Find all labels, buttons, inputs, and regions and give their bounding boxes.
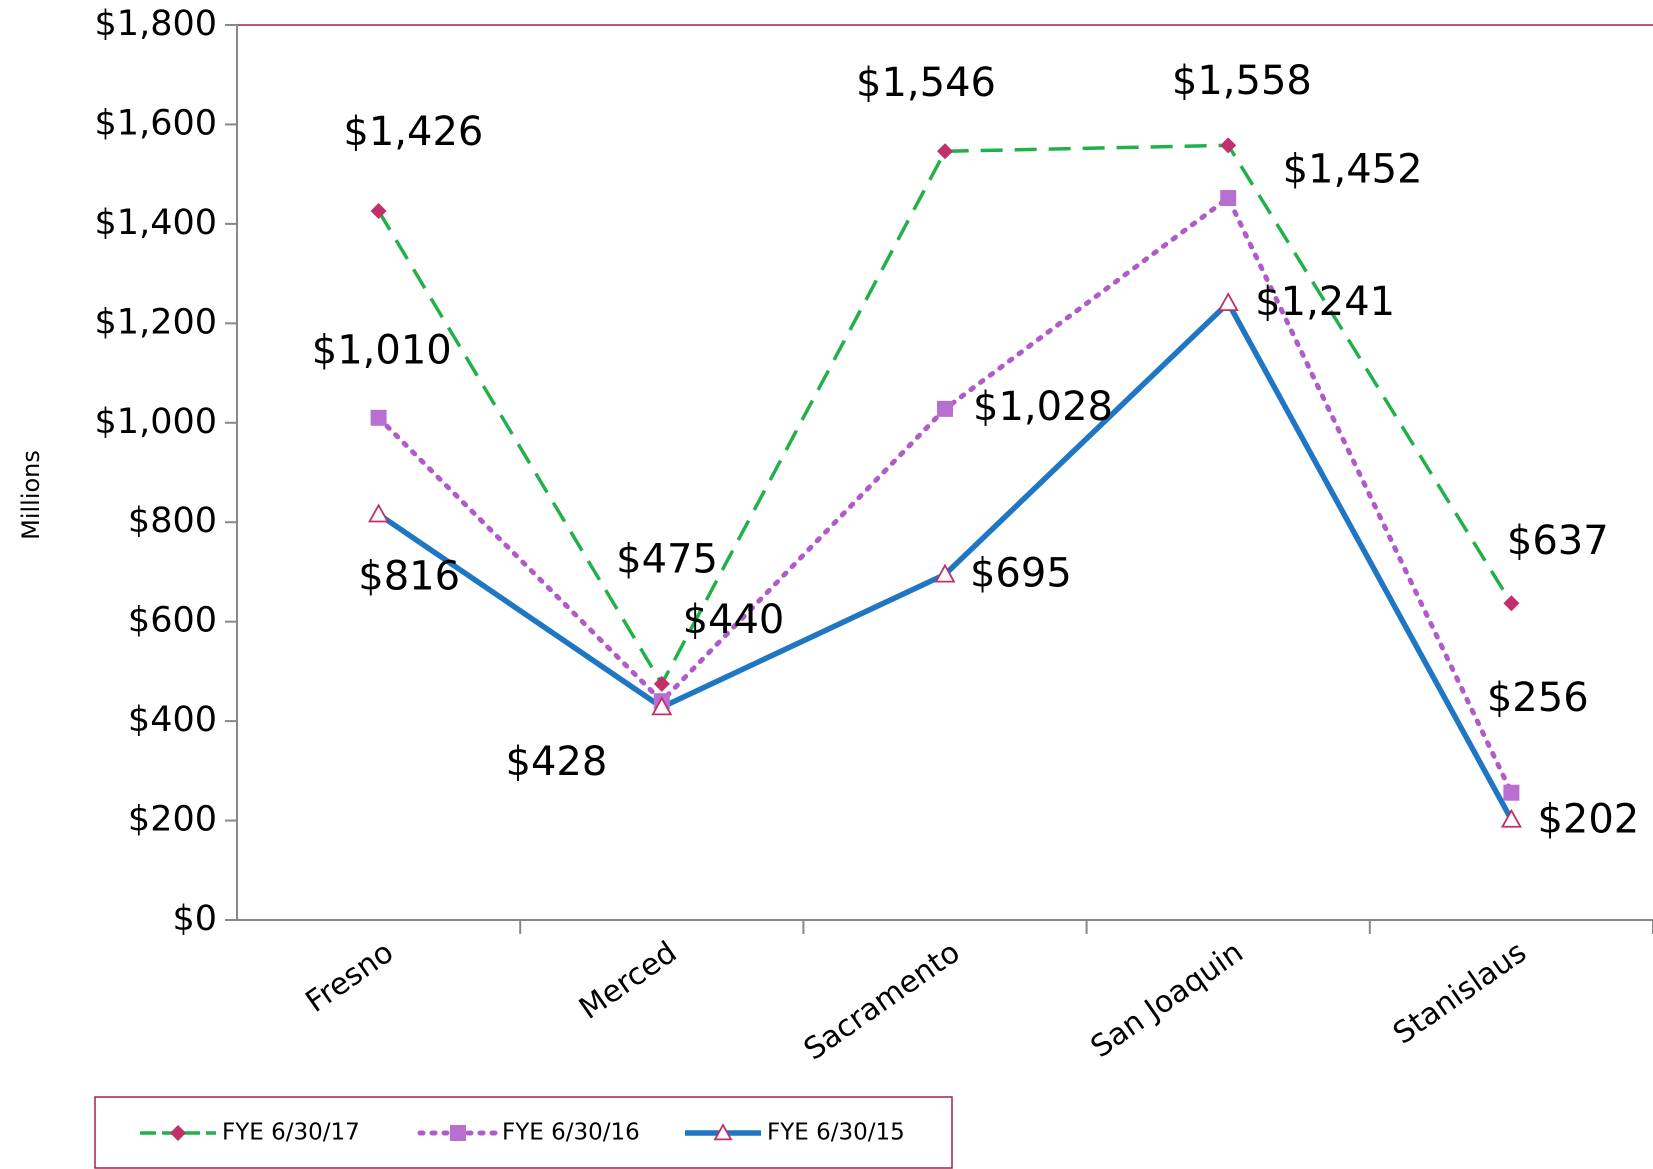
data-label: $816 xyxy=(358,554,460,600)
data-point xyxy=(937,400,953,417)
legend-box xyxy=(94,1096,953,1169)
data-point xyxy=(937,143,953,160)
data-label: $1,028 xyxy=(973,384,1113,430)
x-tick-label: Merced xyxy=(573,935,683,1027)
data-label: $202 xyxy=(1537,797,1639,843)
x-tick-label: Fresno xyxy=(300,935,401,1020)
data-point xyxy=(653,675,670,692)
data-point xyxy=(1503,784,1520,801)
data-label: $637 xyxy=(1507,518,1609,564)
data-label: $1,452 xyxy=(1283,147,1423,193)
legend-label: FYE 6/30/16 xyxy=(502,1120,640,1146)
y-tick-label: $0 xyxy=(172,899,217,939)
legend-marker xyxy=(170,1125,186,1141)
data-point xyxy=(1503,595,1520,612)
y-axis-title: Millions xyxy=(17,450,45,540)
series-line xyxy=(377,143,1513,688)
x-tick-label: Stanislaus xyxy=(1387,935,1533,1052)
y-tick-label: $1,600 xyxy=(95,103,217,143)
legend-label: FYE 6/30/17 xyxy=(222,1120,360,1146)
data-point xyxy=(1217,292,1239,312)
data-label: $1,546 xyxy=(856,60,996,106)
data-point xyxy=(934,563,956,583)
legend-marker xyxy=(450,1125,466,1141)
data-label: $1,558 xyxy=(1172,58,1312,104)
data-label: $475 xyxy=(616,537,718,583)
data-label: $1,241 xyxy=(1255,279,1395,325)
y-tick-label: $1,200 xyxy=(95,302,217,342)
y-tick-label: $1,800 xyxy=(95,4,217,44)
data-label: $1,010 xyxy=(312,327,452,373)
data-point xyxy=(368,503,390,523)
data-label: $1,426 xyxy=(343,109,483,155)
y-tick-label: $400 xyxy=(128,700,217,740)
data-point xyxy=(370,409,387,426)
y-tick-label: $800 xyxy=(128,501,217,541)
data-point xyxy=(1220,190,1237,207)
x-tick-label: Sacramento xyxy=(798,935,967,1068)
data-point xyxy=(1500,808,1522,828)
data-label: $256 xyxy=(1487,675,1589,721)
data-label: $440 xyxy=(683,597,785,643)
y-tick-label: $600 xyxy=(128,601,217,641)
data-point xyxy=(370,202,387,219)
y-tick-label: $200 xyxy=(128,800,217,840)
data-label: $695 xyxy=(970,550,1072,596)
data-label: $428 xyxy=(506,739,608,785)
y-tick-label: $1,000 xyxy=(95,402,217,442)
x-tick-label: San Joaquin xyxy=(1085,935,1250,1065)
legend-marker xyxy=(713,1123,733,1141)
y-tick-label: $1,400 xyxy=(95,203,217,243)
data-point xyxy=(1220,137,1237,154)
data-point xyxy=(651,696,673,716)
legend-label: FYE 6/30/15 xyxy=(767,1120,905,1146)
